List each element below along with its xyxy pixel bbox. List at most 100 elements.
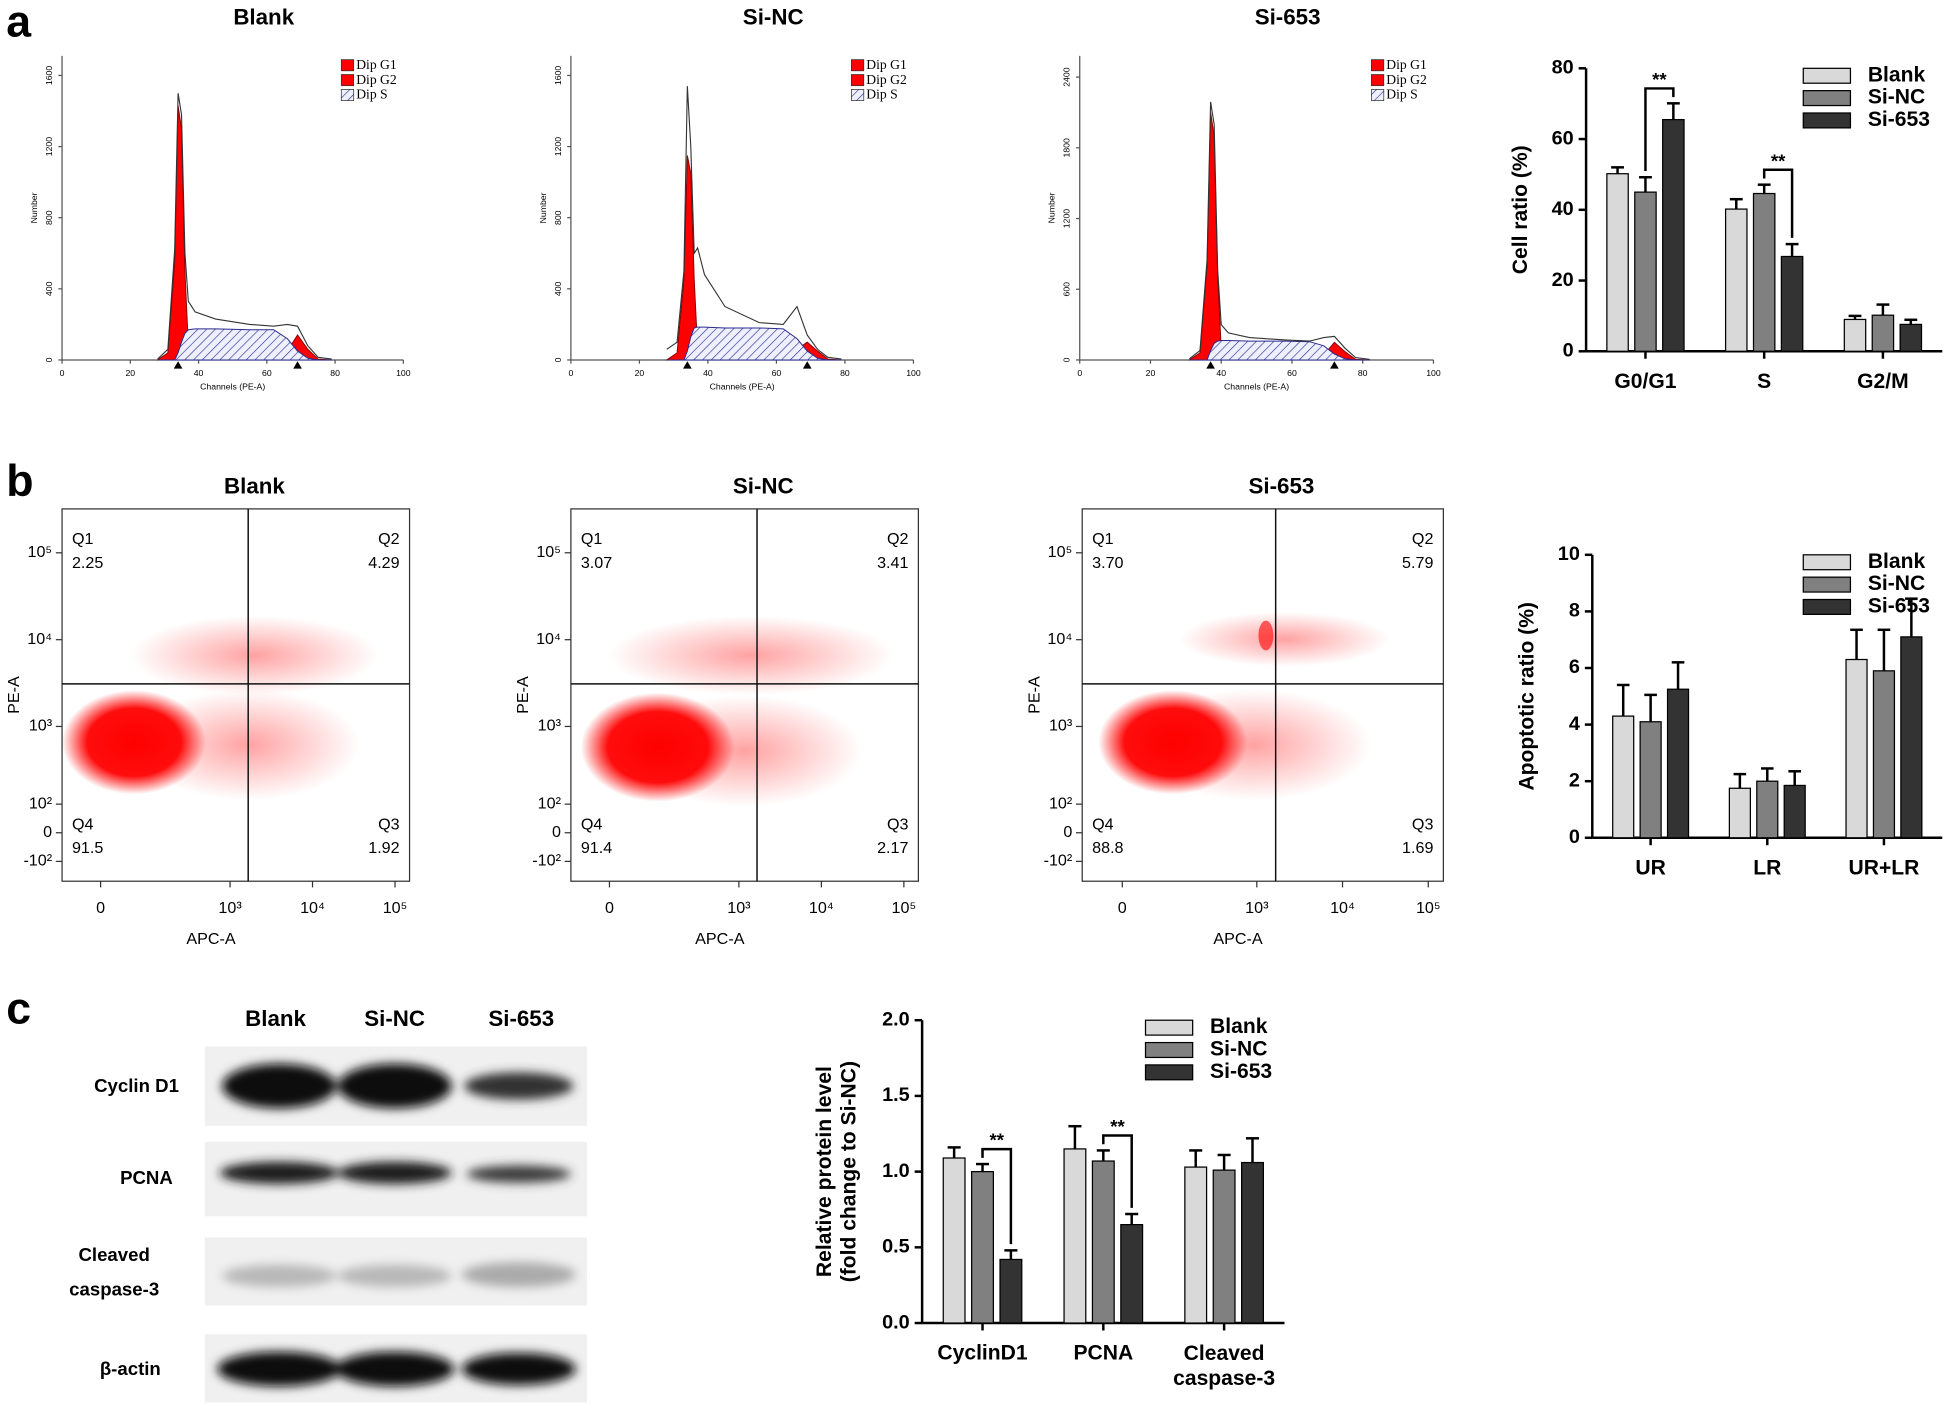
quadrant-value: 5.79: [1402, 554, 1433, 572]
y-tick-label: 10: [1558, 543, 1580, 565]
y-axis-label: Number: [29, 192, 39, 223]
y-tick-label: 10²: [1049, 794, 1073, 812]
y-tick-label: -10²: [532, 852, 561, 870]
y-axis-label: PE-A: [5, 676, 23, 714]
x-tick-label: 0: [96, 899, 105, 917]
y-tick-label: 4: [1569, 713, 1580, 735]
legend-swatch: [1802, 598, 1852, 616]
significance-bracket: [1102, 1134, 1133, 1208]
bar: [1783, 784, 1806, 839]
x-axis-label: Channels (PE-A): [200, 382, 265, 392]
bar: [1063, 1148, 1087, 1324]
legend-label: Dip G2: [356, 72, 397, 87]
bar: [1634, 191, 1657, 352]
histogram-outline: [1189, 101, 1370, 360]
row-label: Cleaved: [78, 1244, 149, 1265]
y-tick-label: 1.0: [882, 1160, 910, 1182]
x-axis-label: Channels (PE-A): [1224, 382, 1289, 392]
x-tick-label: 10⁴: [1330, 899, 1355, 917]
legend-label: Blank: [1868, 550, 1926, 573]
panel-label: a: [6, 0, 32, 47]
bar: [1728, 787, 1751, 839]
y-tick-label: 10³: [538, 717, 562, 735]
quadrant-value: 91.4: [581, 839, 612, 857]
significance-label: **: [1110, 1116, 1125, 1137]
x-tick-label: 60: [262, 368, 272, 378]
x-tick-label: 20: [125, 368, 135, 378]
x-axis-label: APC-A: [186, 930, 236, 948]
y-tick-label: 2.0: [882, 1008, 910, 1030]
y-tick-label: 10⁴: [536, 630, 561, 648]
x-tick-label: 100: [1426, 368, 1441, 378]
legend-label: Blank: [1868, 63, 1926, 86]
x-tick-label: 100: [396, 368, 411, 378]
bar: [1871, 314, 1895, 352]
quadrant-value: 3.07: [581, 554, 612, 572]
quadrant-value: 91.5: [72, 839, 103, 857]
legend-swatch: [851, 74, 865, 87]
chart-title: Si-NC: [733, 474, 794, 499]
row-label: PCNA: [120, 1167, 173, 1188]
quadrant-value: 2.25: [72, 554, 103, 572]
x-tick-label: PCNA: [1073, 1342, 1133, 1365]
panel-label: b: [6, 457, 33, 506]
legend-swatch: [1371, 59, 1385, 72]
histogram-area: [666, 326, 842, 361]
quadrant-value: 1.69: [1402, 839, 1433, 857]
legend-label: Si-653: [1868, 595, 1930, 618]
x-tick-label: UR+LR: [1849, 856, 1920, 879]
y-tick-label: 1800: [1062, 138, 1072, 157]
y-tick-label: 1600: [44, 66, 54, 85]
lane-label: Si-NC: [364, 1006, 425, 1031]
bar: [1662, 118, 1685, 352]
legend-swatch: [851, 59, 865, 72]
bar: [1120, 1223, 1144, 1324]
lane-label: Si-653: [488, 1006, 554, 1031]
x-tick-label: 10³: [727, 899, 751, 917]
peak-marker: [683, 361, 692, 369]
x-tick-label: 0: [568, 368, 573, 378]
density-cloud: [62, 615, 379, 801]
legend-swatch: [1144, 1019, 1194, 1036]
x-tick-label: 10³: [1245, 899, 1269, 917]
x-tick-label: 40: [194, 368, 204, 378]
density-cloud: [1098, 611, 1390, 801]
bar: [1843, 318, 1867, 352]
y-tick-label: 1200: [44, 137, 54, 156]
histogram-area: [1189, 340, 1370, 361]
plot-frame: [1081, 508, 1444, 882]
y-tick-label: 1.5: [882, 1084, 910, 1106]
y-tick-label: -10²: [23, 852, 52, 870]
significance-bracket: [981, 1147, 1013, 1245]
legend-swatch: [1802, 576, 1852, 593]
y-tick-label: 1200: [553, 137, 563, 156]
legend-swatch: [1371, 74, 1385, 87]
quadrant-name: Q3: [887, 816, 909, 834]
legend-swatch: [1802, 554, 1852, 571]
y-tick-label: 2400: [1062, 67, 1072, 86]
row-label: Cyclin D1: [94, 1075, 179, 1096]
peak-marker: [802, 361, 812, 369]
x-tick-label: 80: [1358, 368, 1368, 378]
quadrant-value: 4.29: [368, 554, 399, 572]
quadrant-name: Q1: [581, 530, 603, 548]
x-axis-label: APC-A: [1213, 930, 1263, 948]
y-tick-label: 80: [1552, 57, 1574, 79]
x-tick-label: 10⁴: [809, 899, 834, 917]
y-tick-label: 400: [553, 281, 563, 296]
y-tick-label: 10⁵: [1048, 543, 1073, 561]
legend-label: Dip G1: [356, 57, 397, 72]
x-tick-label: 0: [1118, 899, 1127, 917]
y-axis-label: Relative protein level: [813, 1066, 836, 1277]
x-tick-label: 20: [1146, 368, 1156, 378]
legend-swatch: [1802, 67, 1852, 84]
quadrant-name: Q1: [1092, 530, 1114, 548]
legend-swatch: [340, 59, 355, 72]
legend-label: Dip G2: [866, 72, 907, 87]
quadrant-name: Q4: [581, 816, 603, 834]
peak-marker: [1330, 361, 1339, 369]
significance-label: **: [1771, 150, 1786, 171]
bar: [1212, 1169, 1236, 1324]
legend-label: Dip G2: [1386, 72, 1427, 87]
plot-frame: [570, 508, 920, 882]
